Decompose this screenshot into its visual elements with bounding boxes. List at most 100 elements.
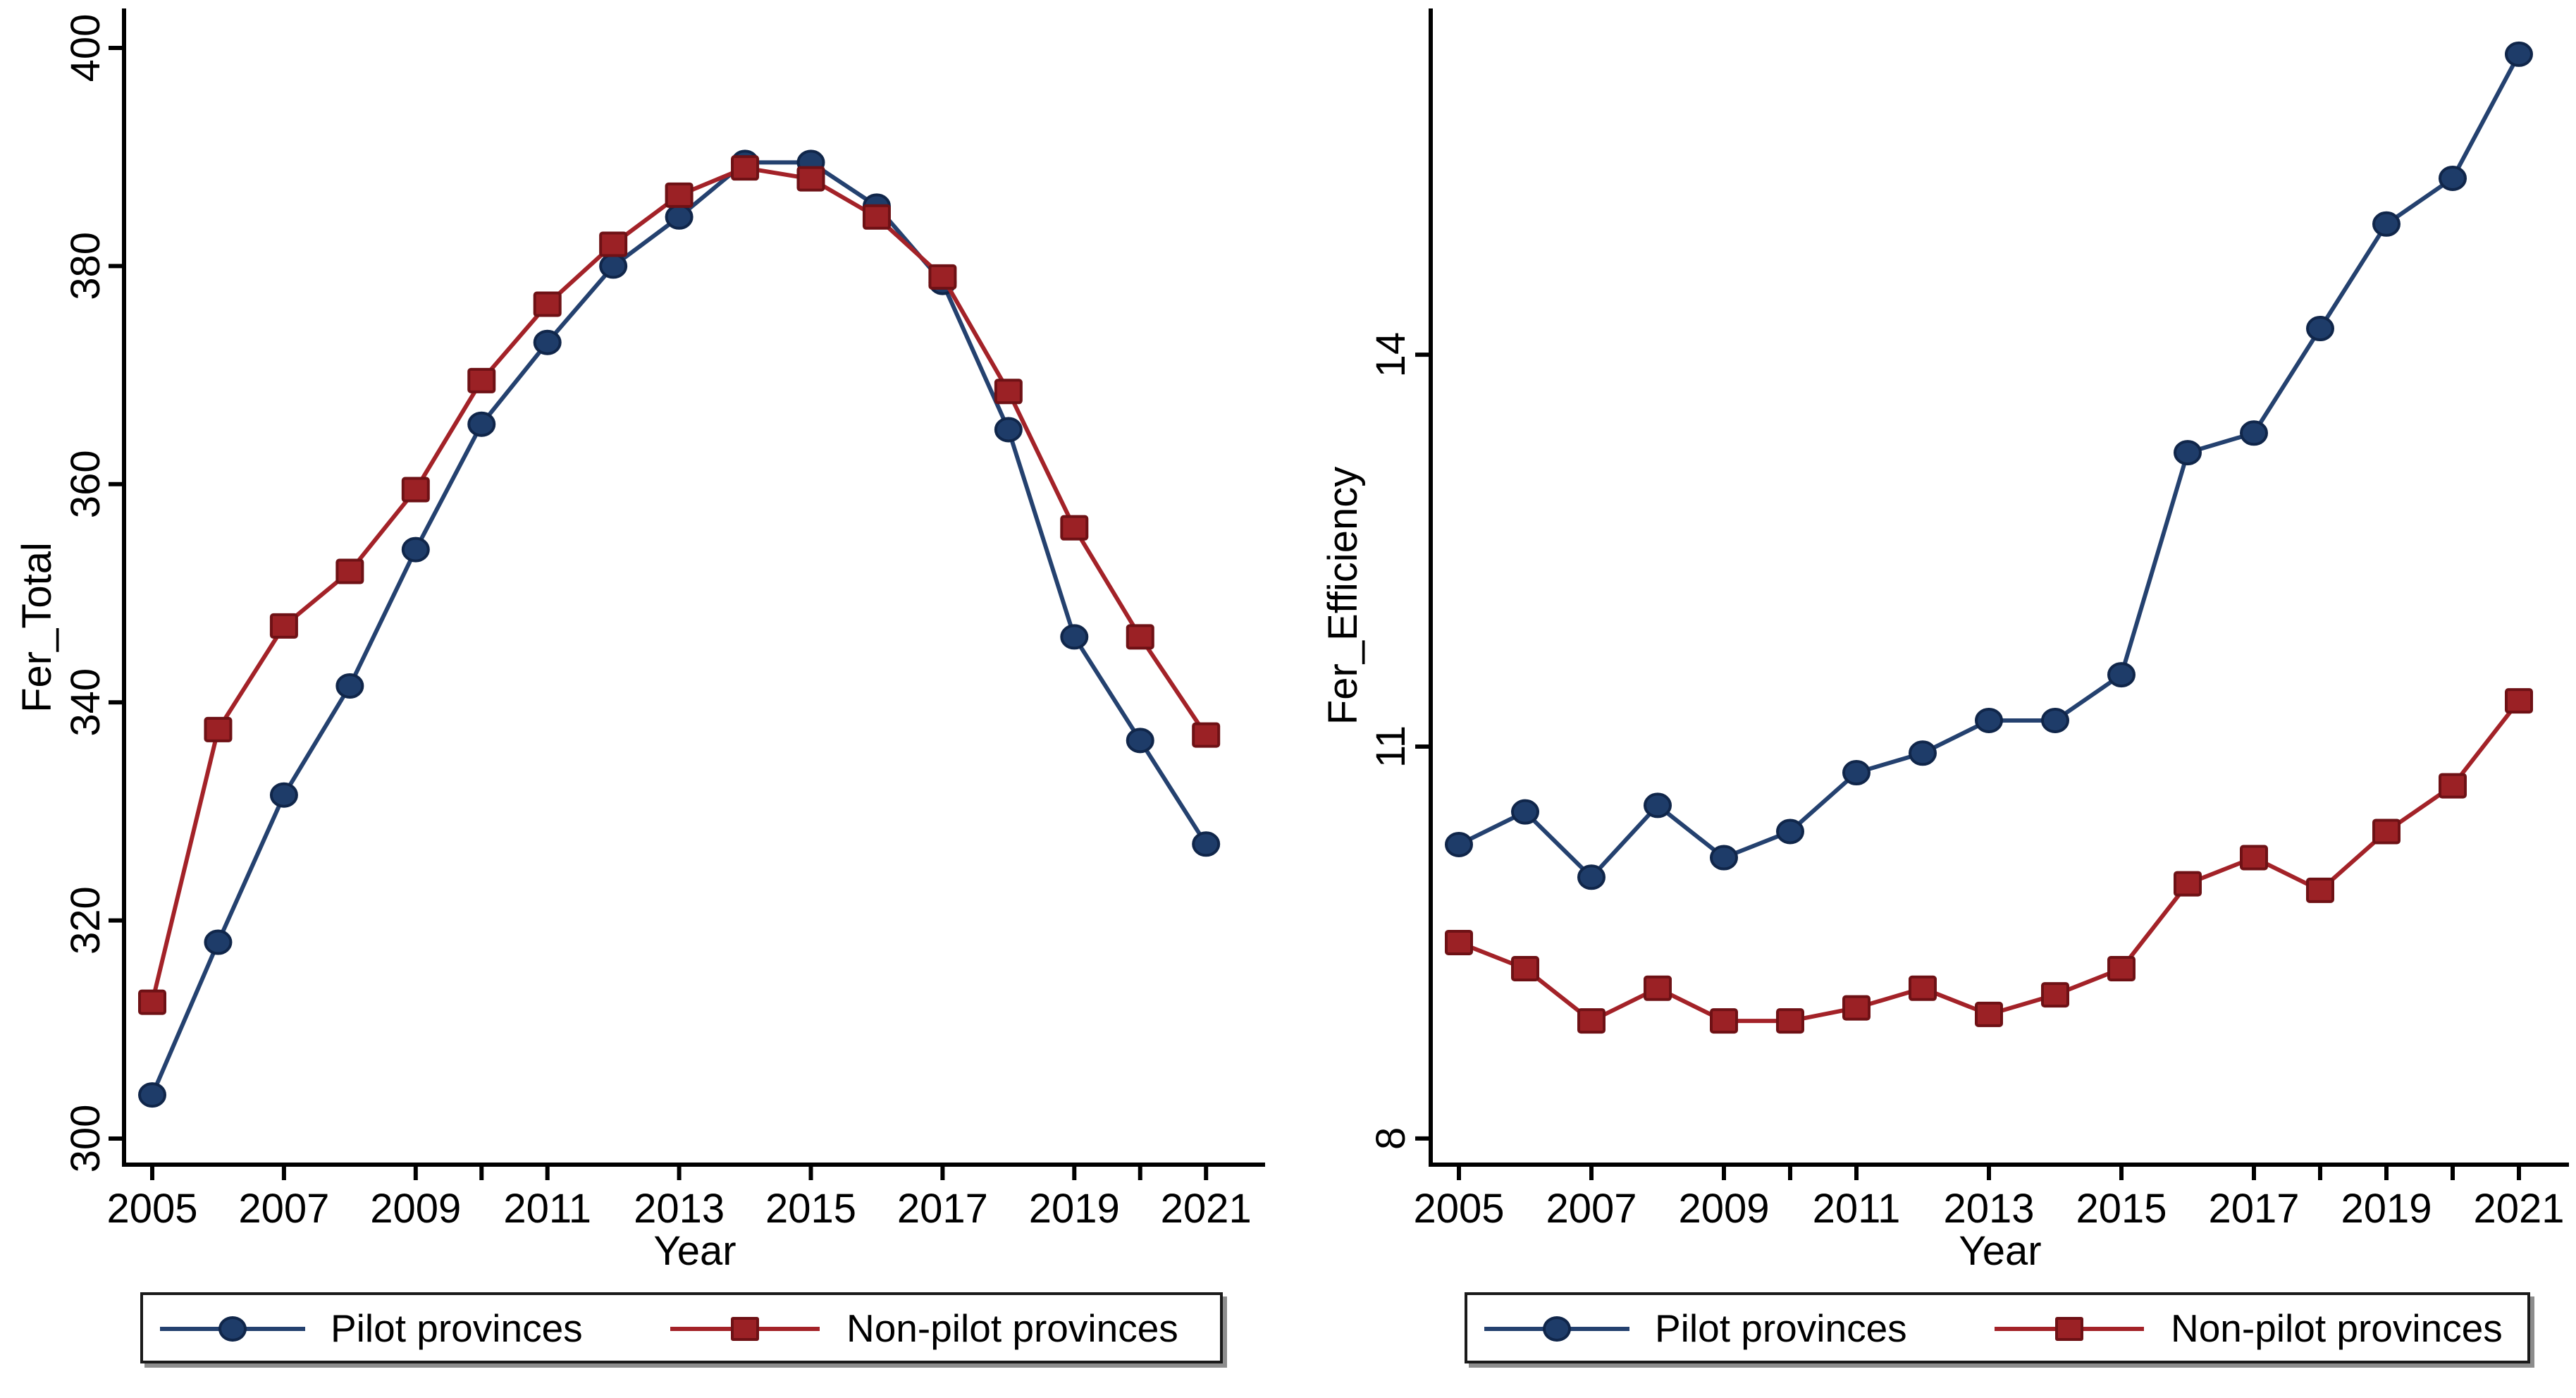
- nonpilot-marker: [2174, 871, 2202, 897]
- y-tick-label: 380: [63, 232, 109, 300]
- nonpilot-square-icon: [731, 1317, 759, 1341]
- nonpilot-marker: [1445, 929, 1473, 955]
- legend-fer-total: Pilot provinces Non-pilot provinces: [140, 1292, 1223, 1363]
- x-tick-label: 2005: [106, 1186, 197, 1232]
- pilot-marker: [2107, 662, 2136, 688]
- y-tick-label: 320: [63, 886, 109, 955]
- pilot-marker: [1710, 845, 1738, 871]
- x-tick-label: 2007: [238, 1186, 329, 1232]
- pilot-marker: [138, 1082, 166, 1108]
- nonpilot-legend-label: Non-pilot provinces: [846, 1306, 1178, 1350]
- non-pilot-provinces-line: [150, 166, 1208, 1003]
- pilot-marker: [2439, 165, 2467, 191]
- pilot-marker: [1126, 728, 1154, 754]
- pilot-marker: [2372, 211, 2401, 237]
- nonpilot-marker: [2306, 877, 2334, 903]
- nonpilot-marker: [2240, 845, 2268, 871]
- nonpilot-marker: [1710, 1008, 1738, 1034]
- nonpilot-marker: [2439, 773, 2467, 799]
- x-axis-title: Year: [653, 1228, 736, 1274]
- nonpilot-marker: [994, 379, 1023, 405]
- x-tick-label: 2009: [370, 1186, 461, 1232]
- chart-fer-efficiency: 8 11 14 2005 2007 2009 2011 2013 2015 2017 2019 202…: [1320, 8, 2569, 1274]
- nonpilot-marker: [796, 166, 825, 192]
- nonpilot-marker: [665, 182, 694, 208]
- nonpilot-marker: [1776, 1008, 1804, 1034]
- pilot-provinces-line: [150, 160, 1208, 1096]
- pilot-circle-icon: [218, 1316, 247, 1342]
- x-tick-label: 2005: [1413, 1186, 1504, 1232]
- y-axis-title: Fer_Efficiency: [1320, 467, 1366, 725]
- pilot-marker: [1511, 799, 1539, 825]
- pilot-legend-label: Pilot provinces: [331, 1306, 583, 1350]
- nonpilot-marker: [599, 231, 628, 257]
- pilot-marker: [2041, 707, 2069, 733]
- nonpilot-marker: [1909, 975, 1937, 1001]
- pilot-marker: [269, 782, 298, 808]
- nonpilot-marker: [731, 155, 760, 181]
- pilot-marker: [1909, 740, 1937, 766]
- nonpilot-legend-label: Non-pilot provinces: [2171, 1306, 2503, 1350]
- pilot-marker: [335, 673, 364, 699]
- pilot-provinces-series: [138, 149, 1221, 1108]
- pilot-marker: [1975, 707, 2003, 733]
- nonpilot-marker: [1975, 1001, 2003, 1027]
- pilot-marker: [1842, 760, 1871, 786]
- x-tick-label: 2013: [634, 1186, 725, 1232]
- pilot-marker: [1577, 864, 1606, 890]
- nonpilot-square-icon: [2055, 1317, 2083, 1341]
- pilot-marker: [1445, 831, 1473, 857]
- pilot-legend-label: Pilot provinces: [1655, 1306, 1907, 1350]
- nonpilot-marker: [862, 204, 891, 230]
- nonpilot-marker: [928, 264, 957, 290]
- x-tick-label: 2009: [1678, 1186, 1769, 1232]
- nonpilot-marker: [1192, 722, 1221, 748]
- nonpilot-marker: [2372, 818, 2401, 845]
- pilot-provinces-line: [1458, 53, 2521, 880]
- pilot-marker: [204, 929, 233, 955]
- nonpilot-marker: [1126, 624, 1154, 650]
- non-pilot-provinces-line: [1458, 699, 2521, 1024]
- pilot-marker: [1060, 624, 1089, 650]
- nonpilot-marker: [533, 291, 562, 317]
- pilot-marker: [1776, 818, 1804, 845]
- y-tick-label: 14: [1368, 332, 1414, 378]
- x-tick-label: 2021: [2473, 1186, 2564, 1232]
- pilot-marker: [599, 253, 628, 279]
- pilot-marker: [467, 411, 496, 437]
- x-tick-label: 2011: [503, 1186, 591, 1232]
- x-tick-label: 2017: [897, 1186, 988, 1232]
- nonpilot-marker: [1577, 1008, 1606, 1034]
- nonpilot-marker: [2107, 956, 2136, 982]
- axis-lines: [122, 8, 1265, 1167]
- non-pilot-provinces-series: [1445, 688, 2533, 1034]
- chart-fer-total: 300 320 340 360 380 400 2005 2007 2009 2011 2013 20…: [14, 8, 1265, 1274]
- pilot-marker: [665, 204, 694, 230]
- pilot-marker: [2240, 420, 2268, 446]
- pilot-marker: [2174, 440, 2202, 466]
- pilot-marker: [1644, 792, 1672, 818]
- pilot-marker: [533, 329, 562, 355]
- nonpilot-marker: [1060, 515, 1089, 541]
- pilot-marker: [2505, 41, 2533, 67]
- pilot-circle-icon: [1543, 1316, 1571, 1342]
- x-tick-label: 2007: [1546, 1186, 1637, 1232]
- nonpilot-marker: [138, 989, 166, 1015]
- nonpilot-marker: [401, 477, 430, 503]
- x-tick-label: 2019: [2341, 1186, 2432, 1232]
- x-tick-label: 2019: [1029, 1186, 1120, 1232]
- x-tick-label: 2015: [765, 1186, 856, 1232]
- x-tick-label: 2017: [2208, 1186, 2299, 1232]
- pilot-marker: [2306, 316, 2334, 342]
- y-tick-label: 400: [63, 14, 109, 82]
- x-axis-title: Year: [1959, 1228, 2041, 1274]
- x-tick-label: 2013: [1943, 1186, 2034, 1232]
- y-tick-label: 11: [1368, 725, 1414, 768]
- pilot-marker: [994, 417, 1023, 443]
- y-tick-label: 300: [63, 1105, 109, 1173]
- nonpilot-marker: [467, 367, 496, 393]
- nonpilot-marker: [204, 716, 233, 742]
- pilot-marker: [401, 536, 430, 563]
